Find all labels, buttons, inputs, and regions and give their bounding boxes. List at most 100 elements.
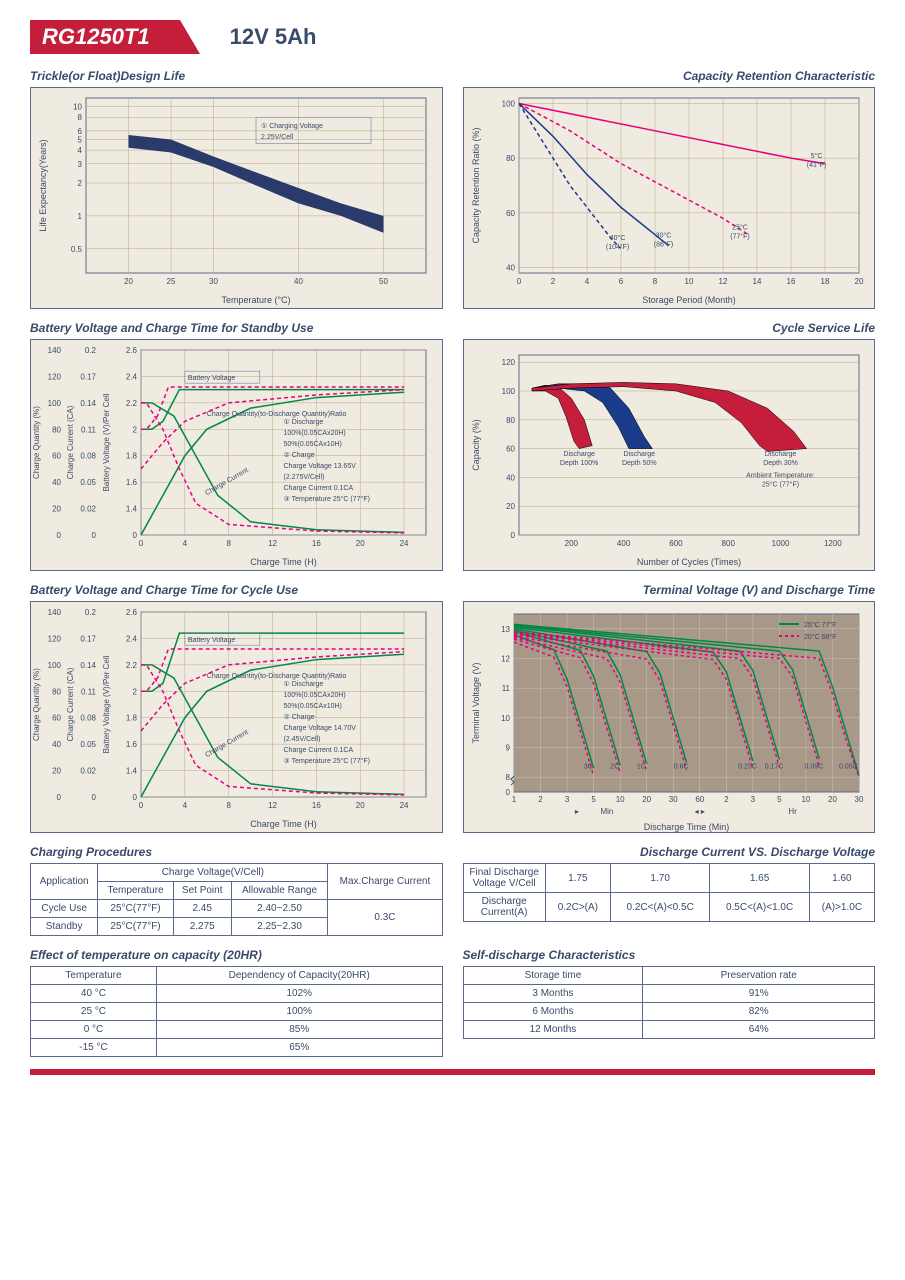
svg-text:10: 10 — [684, 277, 693, 286]
svg-text:(2.45V/Cell): (2.45V/Cell) — [284, 736, 321, 743]
svg-text:100: 100 — [48, 661, 62, 670]
svg-text:Charge Time (H): Charge Time (H) — [250, 819, 317, 829]
svg-text:25°C 77°F: 25°C 77°F — [804, 621, 836, 629]
svg-text:Charge Voltage 13.65V: Charge Voltage 13.65V — [284, 463, 357, 470]
table4-title: Self-discharge Characteristics — [463, 948, 876, 962]
svg-text:16: 16 — [312, 539, 321, 548]
svg-text:Life Expectancy(Years): Life Expectancy(Years) — [38, 139, 48, 231]
svg-text:Battery Voltage (V)/Per Cell: Battery Voltage (V)/Per Cell — [102, 655, 111, 753]
svg-text:60: 60 — [52, 452, 61, 461]
svg-text:120: 120 — [501, 358, 515, 367]
svg-text:▸: ▸ — [574, 807, 578, 816]
svg-text:20: 20 — [356, 539, 365, 548]
svg-text:50%(0.05CAx10H): 50%(0.05CAx10H) — [284, 703, 342, 710]
svg-text:5: 5 — [591, 795, 596, 804]
svg-text:Ambient Temperature:: Ambient Temperature: — [746, 472, 815, 479]
svg-text:Capacity Retention Ratio (%): Capacity Retention Ratio (%) — [471, 127, 481, 243]
svg-text:30°C: 30°C — [655, 231, 671, 239]
svg-text:0.09C: 0.09C — [804, 763, 823, 770]
svg-text:2.25V/Cell: 2.25V/Cell — [261, 134, 294, 141]
svg-text:9: 9 — [505, 744, 510, 753]
svg-text:2.4: 2.4 — [126, 372, 138, 381]
svg-text:Charge Current (CA): Charge Current (CA) — [66, 405, 75, 479]
svg-text:0.2: 0.2 — [85, 346, 97, 355]
svg-text:Battery Voltage (V)/Per Cell: Battery Voltage (V)/Per Cell — [102, 393, 111, 491]
svg-text:0.14: 0.14 — [80, 661, 96, 670]
svg-text:1.4: 1.4 — [126, 505, 138, 514]
svg-text:60: 60 — [52, 714, 61, 723]
svg-text:③ Temperature 25°C (77°F): ③ Temperature 25°C (77°F) — [284, 495, 370, 503]
svg-text:2: 2 — [724, 795, 729, 804]
svg-text:40: 40 — [52, 478, 61, 487]
svg-text:140: 140 — [48, 608, 62, 617]
svg-text:80: 80 — [506, 416, 515, 425]
svg-text:3C: 3C — [583, 763, 592, 770]
svg-text:0.05C: 0.05C — [839, 763, 858, 770]
svg-text:5: 5 — [78, 136, 83, 145]
svg-text:4: 4 — [78, 146, 83, 155]
svg-text:0.17: 0.17 — [80, 372, 96, 381]
chart3: 04812162024000200.021.4400.051.6600.081.… — [30, 339, 443, 571]
svg-text:Charge Quantity(to-Discharge Q: Charge Quantity(to-Discharge Quantity)Ra… — [207, 673, 347, 680]
svg-text:12: 12 — [501, 655, 510, 664]
svg-text:25°C (77°F): 25°C (77°F) — [761, 480, 798, 488]
svg-text:100%(0.05CAx20H): 100%(0.05CAx20H) — [284, 430, 346, 437]
svg-text:16: 16 — [312, 801, 321, 810]
svg-text:Temperature (°C): Temperature (°C) — [221, 295, 290, 305]
svg-text:0.25C: 0.25C — [738, 763, 757, 770]
svg-text:Depth 50%: Depth 50% — [621, 460, 656, 467]
table4: Storage timePreservation rate3 Months91%… — [463, 966, 876, 1039]
svg-text:0: 0 — [57, 793, 62, 802]
svg-text:20: 20 — [642, 795, 651, 804]
chart6: 123510203060235102030089101112133C2C1C0.… — [463, 601, 876, 833]
svg-text:60: 60 — [506, 209, 515, 218]
table1-title: Charging Procedures — [30, 845, 443, 859]
svg-text:400: 400 — [616, 539, 630, 548]
svg-text:Charge Quantity (%): Charge Quantity (%) — [32, 406, 41, 479]
svg-text:12: 12 — [268, 801, 277, 810]
svg-text:2.6: 2.6 — [126, 608, 138, 617]
table3-title: Effect of temperature on capacity (20HR) — [30, 948, 443, 962]
svg-text:100: 100 — [48, 399, 62, 408]
svg-text:Charge Quantity(to-Discharge Q: Charge Quantity(to-Discharge Quantity)Ra… — [207, 411, 347, 418]
svg-text:0.08: 0.08 — [80, 452, 96, 461]
svg-text:0.17C: 0.17C — [764, 763, 783, 770]
svg-text:6: 6 — [618, 277, 623, 286]
svg-text:80: 80 — [52, 425, 61, 434]
svg-text:12: 12 — [718, 277, 727, 286]
svg-text:Charge Time (H): Charge Time (H) — [250, 557, 317, 567]
svg-text:10: 10 — [501, 714, 510, 723]
svg-text:0: 0 — [510, 531, 515, 540]
svg-text:50: 50 — [379, 277, 388, 286]
svg-text:4: 4 — [183, 539, 188, 548]
svg-text:Charge Current (CA): Charge Current (CA) — [66, 667, 75, 741]
spec-text: 12V 5Ah — [230, 24, 317, 50]
model-badge: RG1250T1 — [30, 20, 180, 54]
svg-text:(104°F): (104°F) — [605, 243, 628, 251]
svg-text:100%(0.05CAx20H): 100%(0.05CAx20H) — [284, 692, 346, 699]
svg-text:◂ ▸: ◂ ▸ — [694, 807, 704, 816]
svg-text:Discharge Time (Min): Discharge Time (Min) — [643, 822, 729, 832]
svg-text:① Discharge: ① Discharge — [284, 680, 324, 688]
svg-text:② Charge: ② Charge — [284, 713, 315, 721]
table1: ApplicationCharge Voltage(V/Cell)Max.Cha… — [30, 863, 443, 936]
svg-text:600: 600 — [669, 539, 683, 548]
svg-text:8: 8 — [505, 773, 510, 782]
svg-text:4: 4 — [584, 277, 589, 286]
svg-text:0: 0 — [139, 539, 144, 548]
chart6-title: Terminal Voltage (V) and Discharge Time — [463, 583, 876, 597]
svg-text:200: 200 — [564, 539, 578, 548]
svg-text:20: 20 — [854, 277, 863, 286]
svg-text:20: 20 — [506, 502, 515, 511]
svg-text:5°C: 5°C — [810, 152, 822, 160]
chart5: 04812162024000200.021.4400.051.6600.081.… — [30, 601, 443, 833]
svg-text:Capacity (%): Capacity (%) — [471, 419, 481, 471]
svg-text:Discharge: Discharge — [764, 451, 796, 458]
svg-text:(41°F): (41°F) — [806, 161, 826, 169]
svg-text:Min: Min — [600, 807, 613, 816]
svg-text:8: 8 — [78, 113, 83, 122]
svg-text:(86°F): (86°F) — [653, 240, 673, 248]
svg-text:0.6C: 0.6C — [673, 763, 688, 770]
svg-text:2.4: 2.4 — [126, 634, 138, 643]
svg-text:8: 8 — [652, 277, 657, 286]
